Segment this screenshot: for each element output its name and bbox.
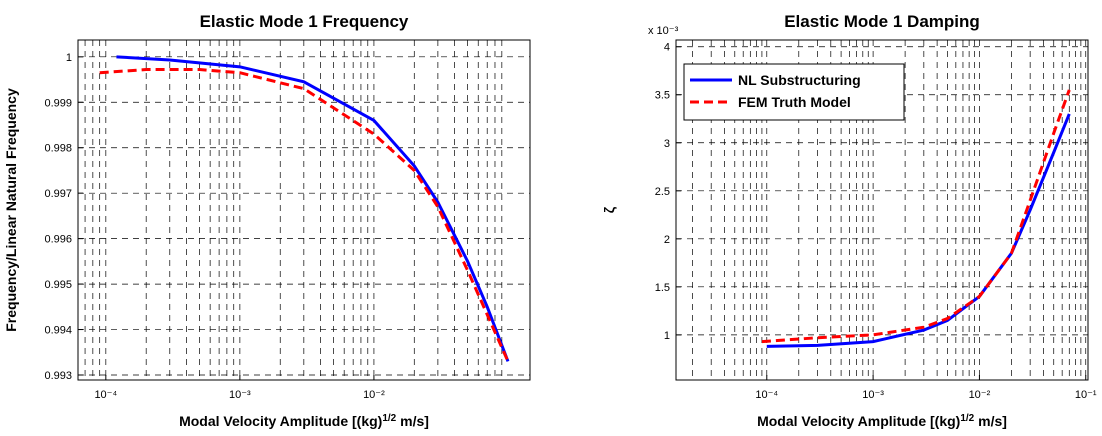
x-axis-label: Modal Velocity Amplitude [(kg)1/2 m/s] [179,413,429,430]
x-axis-label-part: m/s] [974,413,1007,429]
x-axis-label-part: Modal Velocity Amplitude [(kg) [179,413,382,429]
x-tick-label: 10⁻¹ [1075,389,1097,401]
y-axis-label: ζ [601,206,617,213]
series-group [761,89,1071,348]
y-multiplier: x 10⁻³ [648,25,679,37]
series-group [99,55,510,362]
legend-label: NL Substructuring [738,72,861,88]
y-tick-label: 3 [664,138,670,150]
y-axis-label: Frequency/Linear Natural Frequency [3,88,19,332]
y-tick-label: 0.995 [44,279,72,291]
y-tick-label: 1 [66,52,72,64]
y-tick-label: 0.997 [44,188,72,200]
chart-title: Elastic Mode 1 Frequency [200,12,409,31]
x-axis-label-part: Modal Velocity Amplitude [(kg) [757,413,960,429]
x-axis-label: Modal Velocity Amplitude [(kg)1/2 m/s] [757,413,1007,430]
data-line [761,89,1071,344]
y-tick-label: 2 [664,234,670,246]
chart-title: Elastic Mode 1 Damping [784,12,980,31]
plot-frame [675,39,1089,381]
x-tick-label: 10⁻² [363,389,385,401]
y-tick-label: 3.5 [655,90,670,102]
y-tick-label: 4 [664,42,670,54]
plot-frame [77,39,531,381]
y-tick-label: 1.5 [655,282,670,294]
x-axis-label-part: 1/2 [382,413,396,424]
y-tick-label: 0.998 [44,143,72,155]
legend-label: FEM Truth Model [738,94,851,110]
y-tick-label: 0.999 [44,97,72,109]
x-tick-label: 10⁻² [969,389,991,401]
y-tick-label: 1 [664,330,670,342]
y-tick-label: 0.993 [44,370,72,382]
data-line [766,113,1071,348]
y-tick-label: 0.996 [44,234,72,246]
x-tick-label: 10⁻⁴ [94,389,117,401]
x-axis-label-part: m/s] [396,413,429,429]
x-tick-label: 10⁻⁴ [755,389,778,401]
data-line [99,68,510,362]
x-axis-label-part: 1/2 [960,413,974,424]
y-tick-label: 2.5 [655,186,670,198]
legend-box [683,63,905,121]
x-tick-label: 10⁻³ [862,389,884,401]
x-tick-label: 10⁻³ [229,389,251,401]
data-line [116,55,510,362]
y-tick-label: 0.994 [44,325,72,337]
